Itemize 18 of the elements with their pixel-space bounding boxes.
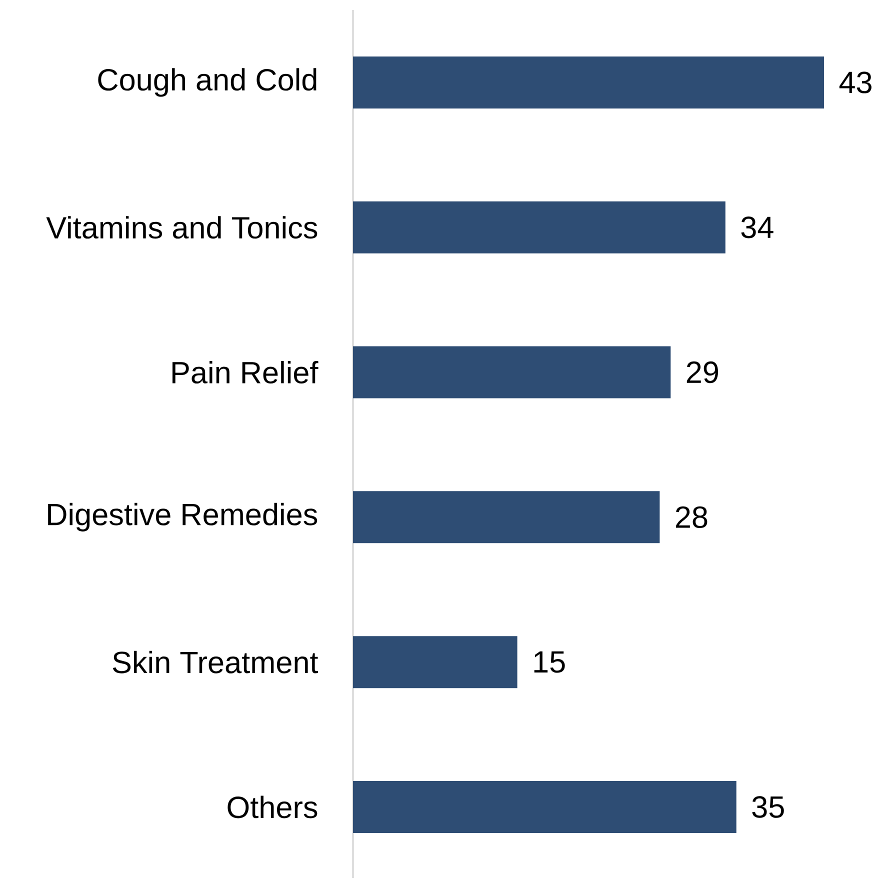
data-label: 15 (534, 651, 565, 673)
y-tick-label: Skin Treatment (112, 650, 318, 674)
data-label: 28 (676, 506, 708, 528)
bar (353, 346, 671, 398)
data-label: 29 (686, 361, 718, 384)
y-tick-label: Others (228, 796, 318, 818)
bar (353, 56, 824, 108)
y-tick-label: Digestive Remedies (48, 502, 318, 532)
data-label: 43 (839, 72, 872, 94)
bar (353, 201, 726, 254)
bar (353, 491, 660, 544)
data-label: 34 (741, 216, 774, 238)
bar (353, 636, 518, 688)
bar (353, 780, 736, 833)
y-tick-label: Cough and Cold (98, 68, 316, 97)
y-tick-label: Pain Relief (172, 361, 318, 384)
y-tick-label: Vitamins and Tonics (46, 216, 318, 239)
data-label: 35 (752, 796, 784, 818)
